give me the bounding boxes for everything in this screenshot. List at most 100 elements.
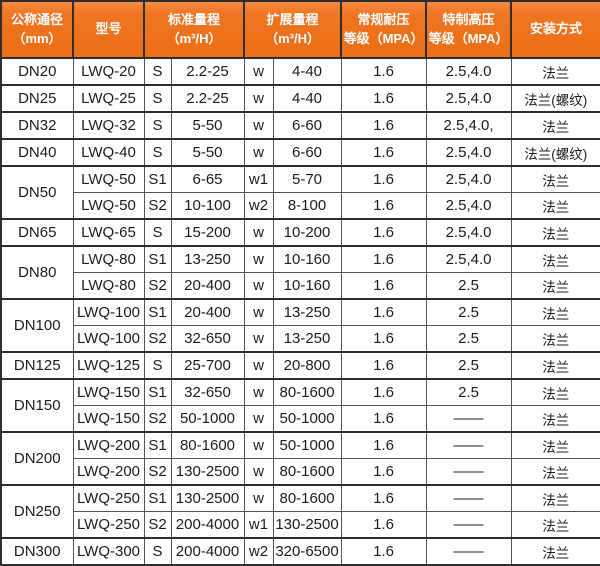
cell-standard-range-code: S2 <box>143 405 172 433</box>
cell-nominal-diameter: DN32 <box>0 111 74 140</box>
cell-special-high-pressure: 2.5 <box>425 298 512 326</box>
cell-installation-method: 法兰 <box>510 537 600 566</box>
cell-model: LWQ-20 <box>72 57 145 86</box>
cell-standard-range-value: 10-100 <box>170 192 245 220</box>
cell-extended-range-value: 50-1000 <box>272 431 342 459</box>
cell-model: LWQ-150 <box>72 405 145 433</box>
cell-standard-range-value: 5-50 <box>170 111 245 140</box>
header-model: 型号 <box>72 0 145 59</box>
cell-standard-range-value: 200-4000 <box>170 511 245 539</box>
cell-model: LWQ-200 <box>72 431 145 459</box>
table-row: DN40 LWQ-40 S 5-50 w 6-60 1.6 2.5,4.0 法兰(螺纹) <box>0 138 600 167</box>
cell-model: LWQ-50 <box>72 192 145 220</box>
cell-model: LWQ-65 <box>72 218 145 247</box>
cell-nominal-diameter: DN40 <box>0 138 74 167</box>
cell-nominal-diameter: DN25 <box>0 84 74 113</box>
cell-standard-range-value: 200-4000 <box>170 537 245 566</box>
table-row: DN250 LWQ-250 S1 130-2500 w 80-1600 1.6 —— 法兰 <box>0 484 600 539</box>
header-line: 安装方式 <box>530 21 583 37</box>
header-line: 特制高压 <box>442 11 495 27</box>
cell-special-high-pressure: —— <box>425 484 512 512</box>
cell-extended-range-value: 13-250 <box>272 325 342 353</box>
cell-standard-range-code: S <box>143 111 172 140</box>
table-row: DN300 LWQ-300 S 200-4000 w2 320-6500 1.6 —— 法兰 <box>0 537 600 566</box>
cell-standard-range-code: S1 <box>143 431 172 459</box>
cell-standard-range-value: 32-650 <box>170 378 245 406</box>
cell-model: LWQ-50 <box>72 165 145 193</box>
cell-regular-pressure: 1.6 <box>340 138 427 167</box>
cell-model: LWQ-25 <box>72 84 145 113</box>
cell-extended-range-code: w <box>243 405 274 433</box>
header-line: （m³/H） <box>265 30 320 46</box>
table-row: DN100 LWQ-100 S1 20-400 w 13-250 1.6 2.5 法兰 <box>0 298 600 353</box>
cell-model: LWQ-100 <box>72 325 145 353</box>
cell-nominal-diameter: DN125 <box>0 351 74 380</box>
table-row: DN32 LWQ-32 S 5-50 w 6-60 1.6 2.5,4.0, 法兰 <box>0 111 600 140</box>
table-row: DN200 LWQ-200 S1 80-1600 w 50-1000 1.6 —— 法兰 <box>0 431 600 486</box>
cell-standard-range-value: 5-50 <box>170 138 245 167</box>
header-extended-range: 扩展量程 （m³/H） <box>243 0 343 59</box>
cell-regular-pressure: 1.6 <box>340 57 427 86</box>
cell-extended-range-value: 10-200 <box>272 218 342 247</box>
cell-special-high-pressure: 2.5,4.0 <box>425 84 512 113</box>
cell-extended-range-code: w1 <box>243 165 274 193</box>
header-row: 公称通径 （mm） 型号 标准量程 （m³/H） 扩展量程 （m³/H） 常规耐… <box>0 0 600 59</box>
cell-standard-range-value: 13-250 <box>170 245 245 273</box>
cell-extended-range-value: 320-6500 <box>272 537 342 566</box>
table-row: DN150 LWQ-150 S1 32-650 w 80-1600 1.6 2.5 法兰 <box>0 378 600 433</box>
cell-extended-range-code: w2 <box>243 192 274 220</box>
cell-standard-range-value: 32-650 <box>170 325 245 353</box>
cell-nominal-diameter: DN80 <box>0 245 74 300</box>
cell-nominal-diameter: DN50 <box>0 165 74 220</box>
header-regular-pressure-rating: 常规耐压 等级（MPA） <box>340 0 428 59</box>
cell-extended-range-value: 80-1600 <box>272 484 342 512</box>
header-line: （m³/H） <box>166 30 222 46</box>
cell-installation-method: 法兰 <box>510 192 600 220</box>
cell-extended-range-code: w <box>243 431 274 459</box>
table-row: LWQ-150 S2 50-1000 w 50-1000 1.6 —— 法兰 <box>1 405 600 433</box>
table-row: LWQ-200 S2 130-2500 w 80-1600 1.6 —— 法兰 <box>1 458 600 486</box>
cell-extended-range-value: 4-40 <box>272 57 342 86</box>
cell-installation-method: 法兰 <box>510 405 600 433</box>
cell-regular-pressure: 1.6 <box>340 378 427 406</box>
cell-special-high-pressure: 2.5 <box>425 378 512 406</box>
cell-special-high-pressure: 2.5,4.0 <box>425 218 512 247</box>
cell-regular-pressure: 1.6 <box>340 192 427 220</box>
cell-extended-range-value: 50-1000 <box>272 405 342 433</box>
cell-special-high-pressure: —— <box>425 458 512 486</box>
cell-installation-method: 法兰 <box>510 458 600 486</box>
cell-regular-pressure: 1.6 <box>340 272 427 300</box>
cell-model: LWQ-250 <box>72 484 145 512</box>
cell-special-high-pressure: —— <box>425 511 512 539</box>
cell-standard-range-code: S1 <box>143 378 172 406</box>
cell-standard-range-value: 25-700 <box>170 351 245 380</box>
cell-extended-range-code: w <box>243 84 274 113</box>
cell-standard-range-code: S <box>143 84 172 113</box>
cell-extended-range-value: 4-40 <box>272 84 342 113</box>
cell-extended-range-code: w <box>243 298 274 326</box>
cell-extended-range-code: w <box>243 218 274 247</box>
cell-standard-range-code: S1 <box>143 245 172 273</box>
cell-standard-range-code: S1 <box>143 165 172 193</box>
cell-installation-method: 法兰 <box>510 245 600 273</box>
cell-regular-pressure: 1.6 <box>340 84 427 113</box>
table-row: DN80 LWQ-80 S1 13-250 w 10-160 1.6 2.5,4.0 法兰 <box>0 245 600 300</box>
table-row: DN65 LWQ-65 S 15-200 w 10-200 1.6 2.5,4.0 法兰 <box>0 218 600 247</box>
cell-regular-pressure: 1.6 <box>340 537 427 566</box>
cell-standard-range-code: S <box>143 351 172 380</box>
cell-model: LWQ-200 <box>72 458 145 486</box>
cell-standard-range-code: S2 <box>143 272 172 300</box>
cell-special-high-pressure: —— <box>425 431 512 459</box>
cell-standard-range-value: 20-400 <box>170 298 245 326</box>
cell-extended-range-code: w <box>243 111 274 140</box>
cell-extended-range-value: 10-160 <box>272 272 342 300</box>
header-line: 常规耐压 <box>357 11 410 27</box>
header-line: 等级（MPA） <box>343 30 424 46</box>
cell-standard-range-value: 130-2500 <box>170 458 245 486</box>
cell-regular-pressure: 1.6 <box>340 325 427 353</box>
cell-standard-range-value: 50-1000 <box>170 405 245 433</box>
header-line: 标准量程 <box>168 11 221 27</box>
cell-standard-range-value: 80-1600 <box>170 431 245 459</box>
cell-extended-range-code: w <box>243 272 274 300</box>
cell-extended-range-value: 8-100 <box>272 192 342 220</box>
